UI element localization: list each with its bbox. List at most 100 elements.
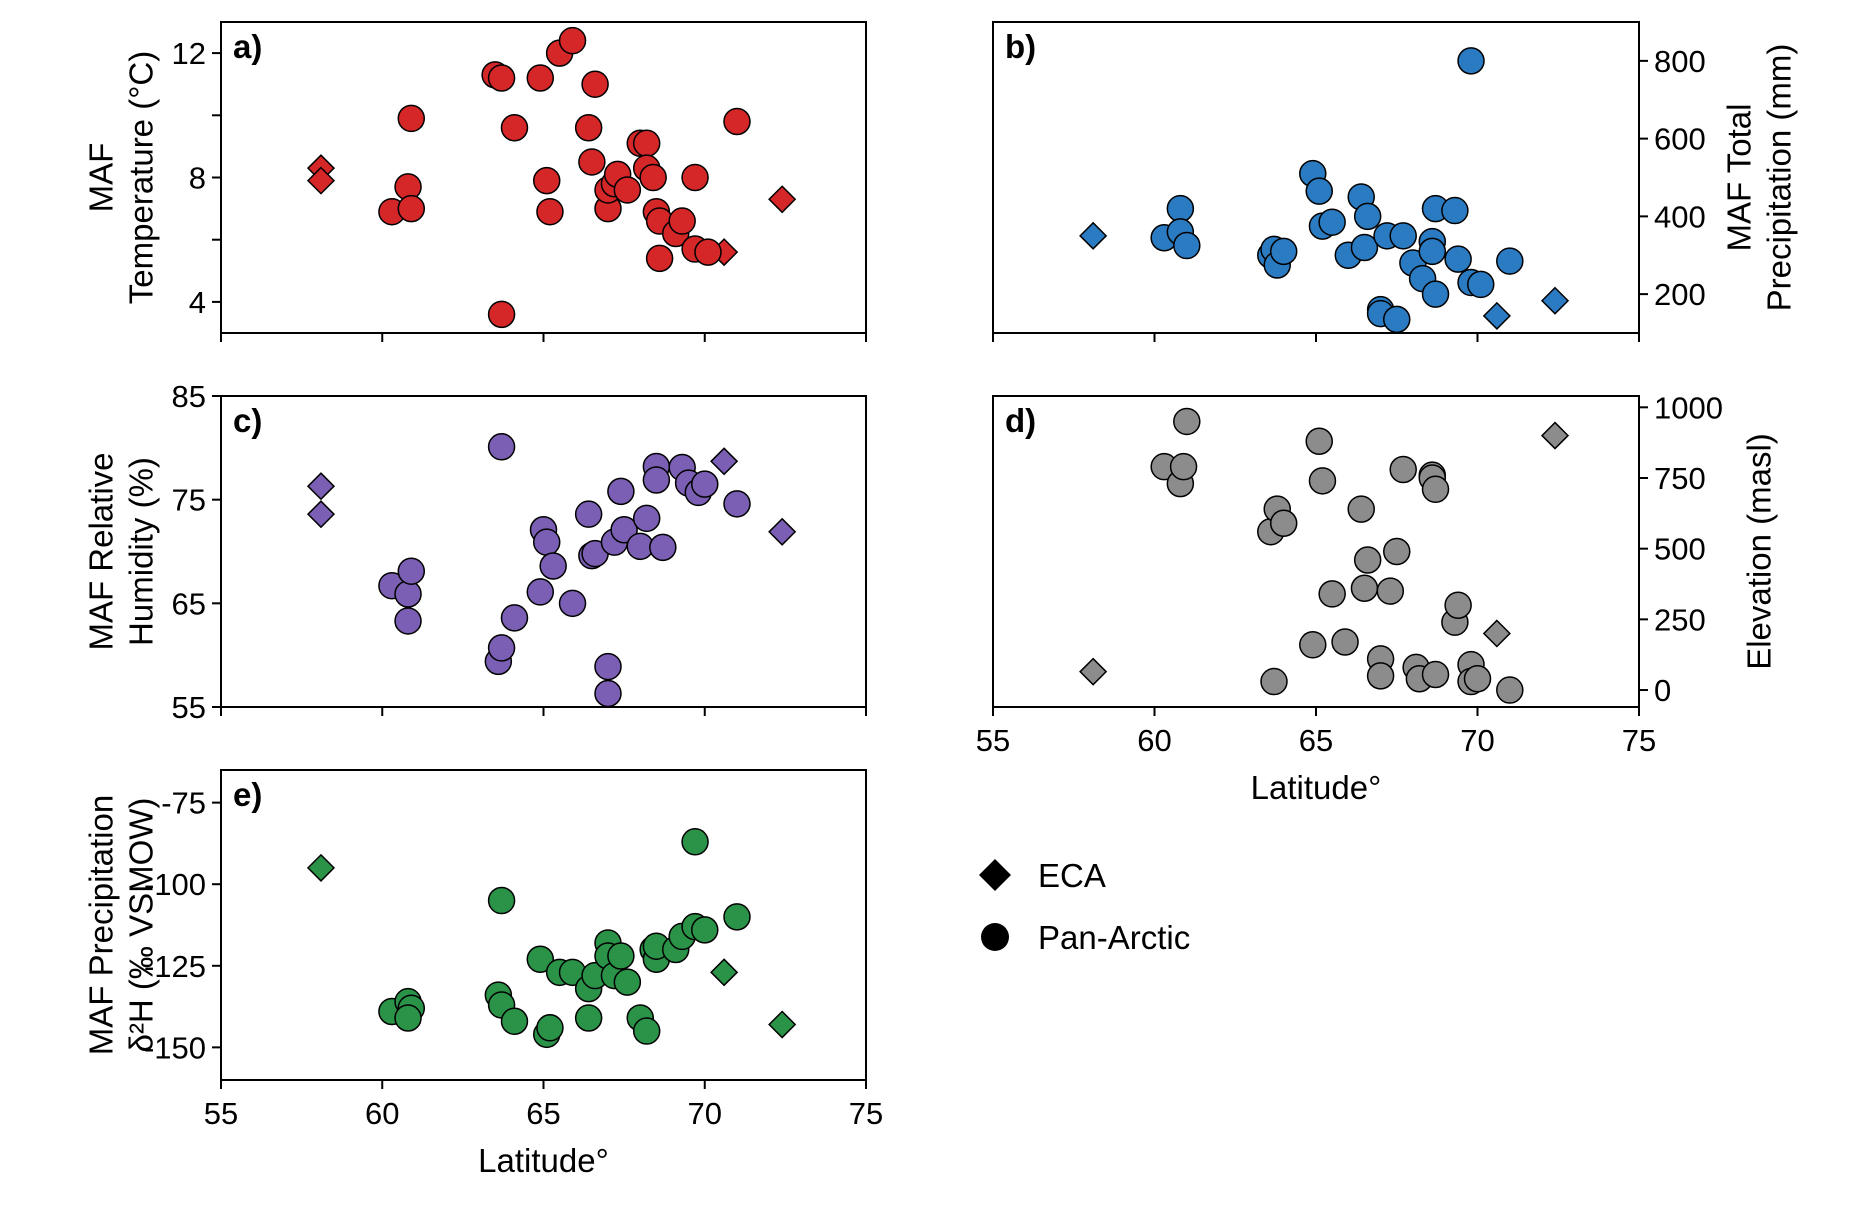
panel-e: 55 60 65 70 75 -150 -125 -100 -75 MAF Precipitati… xyxy=(83,769,883,1179)
series-pan-arctic xyxy=(1150,407,1524,704)
data-point-circle xyxy=(632,129,661,158)
data-point-diamond xyxy=(710,447,739,476)
series-pan-arctic xyxy=(378,828,751,1049)
data-point-circle xyxy=(1318,208,1346,236)
data-point-circle xyxy=(581,70,609,98)
y-tick-label: -125 xyxy=(144,949,206,984)
y-tick-label: -75 xyxy=(161,786,206,821)
data-point-circle xyxy=(532,528,561,556)
y-tick-label: 500 xyxy=(1654,532,1706,567)
data-point-circle xyxy=(681,828,709,856)
legend-item-pan-arctic: Pan-Arctic xyxy=(981,919,1190,956)
data-point-circle xyxy=(500,113,529,142)
data-point-circle xyxy=(1418,237,1447,266)
data-point-circle xyxy=(1496,247,1524,275)
data-point-circle xyxy=(536,1014,564,1042)
data-point-circle xyxy=(574,1004,603,1032)
data-point-circle xyxy=(394,580,422,608)
series-eca xyxy=(306,447,797,546)
y-axis-label: δ²H (‰ VSMOW) xyxy=(123,798,160,1053)
data-point-circle xyxy=(1166,194,1195,223)
panel-c: 55 65 75 85 MAF Relative Humidity (%) c) xyxy=(83,379,867,725)
data-point-circle xyxy=(1421,475,1450,504)
data-point-circle xyxy=(1383,305,1411,334)
data-point-circle xyxy=(1331,628,1359,656)
data-point-circle xyxy=(526,578,555,606)
series-eca xyxy=(306,853,797,1039)
series-pan-arctic xyxy=(1150,47,1524,334)
data-point-circle xyxy=(574,500,603,528)
data-point-circle xyxy=(500,1007,529,1036)
data-point-circle xyxy=(691,470,719,498)
x-tick-label: 55 xyxy=(204,1096,238,1131)
data-point-circle xyxy=(1269,509,1298,537)
data-point-circle xyxy=(536,197,564,226)
data-point-circle xyxy=(397,194,426,223)
data-point-circle xyxy=(1350,233,1379,262)
data-point-circle xyxy=(394,607,422,635)
data-point-circle xyxy=(607,477,635,506)
y-tick-label: 600 xyxy=(1654,122,1706,157)
circle-icon xyxy=(981,923,1009,951)
series-pan-arctic xyxy=(378,433,751,708)
data-point-diamond xyxy=(1482,301,1511,330)
data-point-circle xyxy=(578,148,606,176)
series-eca xyxy=(306,154,797,267)
y-tick-label: 250 xyxy=(1654,602,1706,637)
y-axis-label: Precipitation (mm) xyxy=(1761,44,1798,312)
y-axis-label: MAF Relative xyxy=(83,452,120,650)
panel-tag: b) xyxy=(1005,28,1036,65)
y-tick-label: 800 xyxy=(1654,44,1706,79)
series-eca xyxy=(1079,421,1570,686)
y-axis-label: MAF xyxy=(83,143,120,213)
y-axis-label: Humidity (%) xyxy=(123,457,160,646)
data-point-circle xyxy=(1457,47,1485,75)
data-point-circle xyxy=(613,176,642,204)
y-axis-label: Temperature (°C) xyxy=(123,51,160,304)
data-point-circle xyxy=(532,166,561,195)
x-tick-label: 65 xyxy=(1299,723,1333,758)
data-point-circle xyxy=(1383,537,1411,566)
data-point-circle xyxy=(394,1004,422,1032)
panel-tag: a) xyxy=(233,28,262,65)
data-point-circle xyxy=(723,903,751,931)
y-tick-label: 65 xyxy=(172,586,206,621)
x-tick-label: 55 xyxy=(976,723,1010,758)
y-tick-label: 400 xyxy=(1654,199,1706,234)
legend-label: ECA xyxy=(1038,857,1106,894)
data-point-diamond xyxy=(1079,657,1108,686)
data-point-circle xyxy=(639,163,667,192)
y-tick-label: 75 xyxy=(172,483,206,518)
data-point-diamond xyxy=(1482,619,1511,648)
data-point-circle xyxy=(1318,580,1346,608)
data-point-diamond xyxy=(1540,421,1570,450)
data-point-circle xyxy=(607,942,635,970)
data-point-circle xyxy=(526,945,555,974)
y-tick-label: 750 xyxy=(1654,461,1706,496)
data-point-diamond xyxy=(306,500,336,529)
data-point-circle xyxy=(1466,270,1495,299)
data-point-circle xyxy=(1496,676,1524,704)
data-point-circle xyxy=(1260,667,1288,696)
data-point-circle xyxy=(397,557,426,585)
data-point-circle xyxy=(1347,495,1375,523)
panel-tag: c) xyxy=(233,402,262,439)
y-tick-label: 85 xyxy=(172,379,206,414)
data-point-diamond xyxy=(768,517,797,546)
data-point-circle xyxy=(487,634,516,662)
data-point-circle xyxy=(1389,455,1417,484)
data-point-circle xyxy=(539,552,567,580)
data-point-circle xyxy=(1169,452,1198,481)
data-point-circle xyxy=(723,107,751,136)
y-axis-label: MAF Total xyxy=(1721,104,1758,252)
data-point-circle xyxy=(645,244,674,273)
data-point-circle xyxy=(610,515,638,544)
x-tick-label: 70 xyxy=(688,1096,722,1131)
data-point-circle xyxy=(694,238,722,266)
x-tick-label: 60 xyxy=(365,1096,399,1131)
panel-b: 200 400 600 800 MAF Total Precipitation (mm) b… xyxy=(992,21,1798,342)
data-point-diamond xyxy=(306,853,336,882)
data-point-circle xyxy=(1350,574,1379,603)
data-point-circle xyxy=(1299,631,1327,659)
series-eca xyxy=(1079,221,1570,330)
